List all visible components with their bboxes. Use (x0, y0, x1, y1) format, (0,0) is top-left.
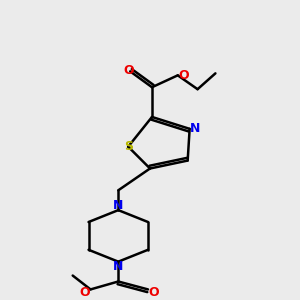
Text: N: N (113, 260, 124, 273)
Text: N: N (113, 199, 124, 212)
Text: O: O (124, 64, 134, 77)
Text: O: O (79, 286, 90, 299)
Text: N: N (189, 122, 200, 135)
Text: O: O (149, 286, 159, 299)
Text: S: S (124, 140, 133, 153)
Text: O: O (178, 69, 189, 82)
